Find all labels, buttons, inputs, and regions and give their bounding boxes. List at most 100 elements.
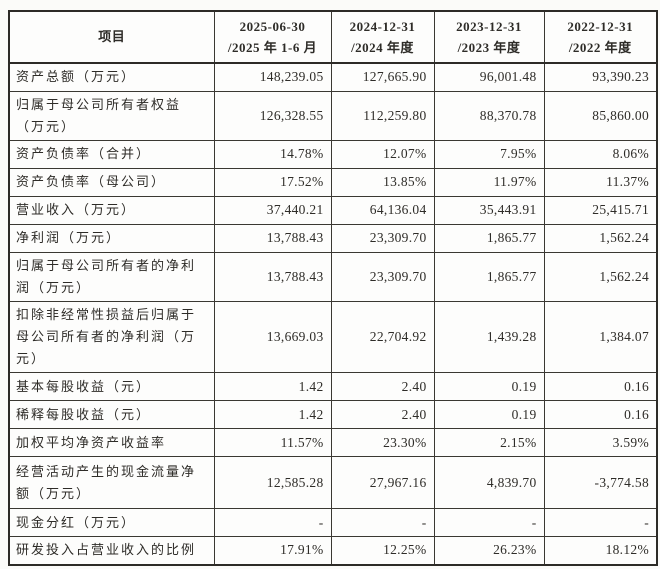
cell-value: 35,443.91 (433, 195, 545, 225)
cell-value: 2.15% (433, 428, 545, 458)
table-row: 营业收入（万元） 37,440.21 64,136.04 35,443.91 2… (8, 195, 658, 225)
table-row: 扣除非经常性损益后归属于母公司所有者的净利润（万元） 13,669.03 22,… (8, 300, 658, 374)
cell-value: 1,384.07 (543, 300, 658, 374)
cell-value: 1.42 (213, 400, 332, 430)
row-label: 经营活动产生的现金流量净额（万元） (8, 456, 215, 510)
cell-value: 23.30% (330, 428, 435, 458)
cell-value: 11.97% (433, 167, 545, 197)
cell-value: 22,704.92 (330, 300, 435, 374)
cell-value: 8.06% (543, 139, 658, 169)
row-label: 归属于母公司所有者权益（万元） (8, 90, 215, 141)
table-row: 净利润（万元） 13,788.43 23,309.70 1,865.77 1,5… (8, 223, 658, 253)
period-date: 2023-12-31 (456, 18, 522, 34)
cell-value: 18.12% (543, 536, 658, 566)
cell-value: 2.40 (330, 400, 435, 430)
row-label: 扣除非经常性损益后归属于母公司所有者的净利润（万元） (8, 300, 215, 374)
cell-value: 3.59% (543, 428, 658, 458)
cell-value: 127,665.90 (330, 62, 435, 92)
cell-value: 1,439.28 (433, 300, 545, 374)
cell-value: 4,839.70 (433, 456, 545, 510)
cell-value: 126,328.55 (213, 90, 332, 141)
table-row: 基本每股收益（元） 1.42 2.40 0.19 0.16 (8, 372, 658, 402)
table-row: 稀释每股收益（元） 1.42 2.40 0.19 0.16 (8, 400, 658, 430)
table-row: 资产总额（万元） 148,239.05 127,665.90 96,001.48… (8, 62, 658, 92)
header-period-2025: 2025-06-30 /2025 年 1-6 月 (213, 10, 332, 64)
cell-value: 13,788.43 (213, 251, 332, 302)
header-item: 项目 (8, 10, 215, 64)
header-period-2022: 2022-12-31 /2022 年度 (543, 10, 658, 64)
cell-value: 85,860.00 (543, 90, 658, 141)
cell-value: 13,669.03 (213, 300, 332, 374)
period-range: /2022 年度 (568, 40, 632, 55)
cell-value: 12,585.28 (213, 456, 332, 510)
cell-value: 0.19 (433, 400, 545, 430)
cell-value: 96,001.48 (433, 62, 545, 92)
header-period-2023: 2023-12-31 /2023 年度 (433, 10, 545, 64)
cell-value: 1,865.77 (433, 251, 545, 302)
cell-value: 14.78% (213, 139, 332, 169)
cell-value: 25,415.71 (543, 195, 658, 225)
cell-value: 11.37% (543, 167, 658, 197)
cell-value: 148,239.05 (213, 62, 332, 92)
cell-value: 23,309.70 (330, 251, 435, 302)
cell-value: 26.23% (433, 536, 545, 566)
cell-value: 1,562.24 (543, 223, 658, 253)
period-range: /2025 年 1-6 月 (227, 40, 318, 55)
table-row: 现金分红（万元） - - - - (8, 508, 658, 538)
table-row: 资产负债率（合并） 14.78% 12.07% 7.95% 8.06% (8, 139, 658, 169)
row-label: 净利润（万元） (8, 223, 215, 253)
cell-value: 11.57% (213, 428, 332, 458)
cell-value: 64,136.04 (330, 195, 435, 225)
row-label: 归属于母公司所有者的净利润（万元） (8, 251, 215, 302)
row-label: 基本每股收益（元） (8, 372, 215, 402)
row-label: 资产负债率（合并） (8, 139, 215, 169)
period-date: 2024-12-31 (349, 18, 416, 34)
cell-value: 88,370.78 (433, 90, 545, 141)
period-date: 2022-12-31 (567, 18, 634, 34)
financial-indicators-table: 项目 2025-06-30 /2025 年 1-6 月 2024-12-31 /… (8, 10, 658, 566)
row-label: 现金分红（万元） (8, 508, 215, 538)
cell-value: 13.85% (330, 167, 435, 197)
cell-value: 12.25% (330, 536, 435, 566)
cell-value: 37,440.21 (213, 195, 332, 225)
table-row: 归属于母公司所有者权益（万元） 126,328.55 112,259.80 88… (8, 90, 658, 141)
period-range: /2023 年度 (457, 40, 521, 55)
row-label: 加权平均净资产收益率 (8, 428, 215, 458)
cell-value: 13,788.43 (213, 223, 332, 253)
cell-value: -3,774.58 (543, 456, 658, 510)
table-row: 经营活动产生的现金流量净额（万元） 12,585.28 27,967.16 4,… (8, 456, 658, 510)
table-row: 研发投入占营业收入的比例 17.91% 12.25% 26.23% 18.12% (8, 536, 658, 566)
row-label: 稀释每股收益（元） (8, 400, 215, 430)
cell-value: 17.91% (213, 536, 332, 566)
cell-value: - (433, 508, 545, 538)
row-label: 资产总额（万元） (8, 62, 215, 92)
cell-value: 1.42 (213, 372, 332, 402)
cell-value: 23,309.70 (330, 223, 435, 253)
header-period-2024: 2024-12-31 /2024 年度 (330, 10, 435, 64)
table-header-row: 项目 2025-06-30 /2025 年 1-6 月 2024-12-31 /… (8, 10, 658, 64)
row-label: 研发投入占营业收入的比例 (8, 536, 215, 566)
table-row: 加权平均净资产收益率 11.57% 23.30% 2.15% 3.59% (8, 428, 658, 458)
cell-value: 112,259.80 (330, 90, 435, 141)
cell-value: 0.19 (433, 372, 545, 402)
cell-value: 12.07% (330, 139, 435, 169)
cell-value: 1,865.77 (433, 223, 545, 253)
cell-value: 0.16 (543, 372, 658, 402)
cell-value: 1,562.24 (543, 251, 658, 302)
cell-value: - (213, 508, 332, 538)
cell-value: 93,390.23 (543, 62, 658, 92)
cell-value: 27,967.16 (330, 456, 435, 510)
cell-value: 7.95% (433, 139, 545, 169)
cell-value: - (543, 508, 658, 538)
cell-value: - (330, 508, 435, 538)
row-label: 营业收入（万元） (8, 195, 215, 225)
period-date: 2025-06-30 (239, 18, 306, 34)
cell-value: 0.16 (543, 400, 658, 430)
cell-value: 17.52% (213, 167, 332, 197)
row-label: 资产负债率（母公司） (8, 167, 215, 197)
table-row: 归属于母公司所有者的净利润（万元） 13,788.43 23,309.70 1,… (8, 251, 658, 302)
table-row: 资产负债率（母公司） 17.52% 13.85% 11.97% 11.37% (8, 167, 658, 197)
period-range: /2024 年度 (351, 40, 414, 55)
cell-value: 2.40 (330, 372, 435, 402)
